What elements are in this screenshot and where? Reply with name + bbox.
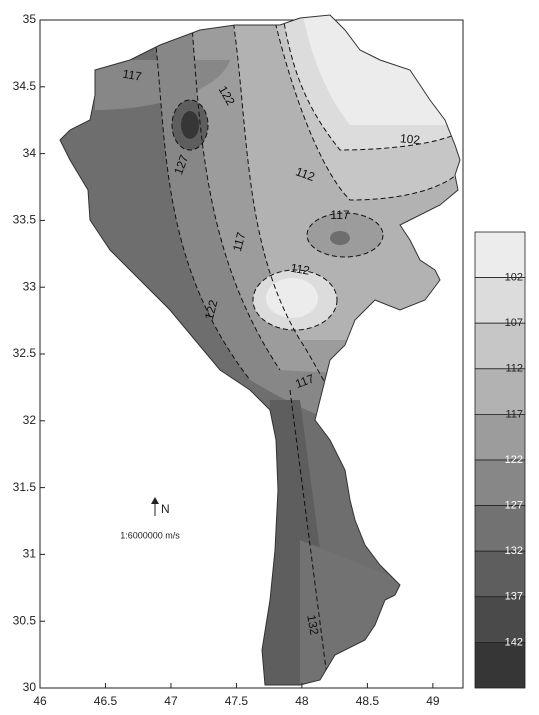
contour-label: 117 <box>293 371 316 391</box>
x-tick-label: 48.5 <box>356 694 380 708</box>
y-tick-label: 34.5 <box>13 79 37 93</box>
y-tick-label: 33.5 <box>13 213 37 227</box>
contour-label: 102 <box>399 131 420 147</box>
contour-label: 117 <box>330 208 349 222</box>
y-tick-label: 31 <box>23 547 37 561</box>
north-label: N <box>161 502 170 516</box>
legend-swatch <box>474 505 526 552</box>
x-tick-label: 46 <box>33 694 47 708</box>
y-tick-label: 30.5 <box>13 613 37 627</box>
contour-fill <box>60 15 460 685</box>
legend-swatch <box>474 459 526 506</box>
legend-label: 112 <box>505 363 523 375</box>
legend-swatch <box>474 642 526 689</box>
y-tick-label: 31.5 <box>13 480 37 494</box>
contour-label: 117 <box>230 230 249 252</box>
y-tick-label: 34 <box>23 146 37 160</box>
legend-swatch <box>474 368 526 415</box>
y-tick-label: 32.5 <box>13 346 37 360</box>
legend-swatch <box>474 231 526 278</box>
y-tick-label: 30 <box>23 680 37 694</box>
x-tick-label: 47.5 <box>225 694 249 708</box>
x-tick-label: 46.5 <box>94 694 118 708</box>
y-tick-label: 33 <box>23 279 37 293</box>
legend-swatch <box>474 413 526 461</box>
scale-label: 1:6000000 m/s <box>120 530 180 540</box>
contour-label: 112 <box>290 261 312 278</box>
legend-label: 107 <box>505 317 523 329</box>
y-tick-label: 32 <box>23 413 37 427</box>
legend-swatch <box>474 322 526 370</box>
legend-label: 137 <box>505 591 523 603</box>
x-tick-label: 48 <box>295 694 309 708</box>
legend-label: 117 <box>505 408 523 420</box>
y-tick-label: 35 <box>23 12 37 26</box>
contour-label: 122 <box>202 298 221 321</box>
legend-swatch <box>474 550 526 598</box>
legend-label: 102 <box>505 272 523 284</box>
contour-label: 127 <box>171 153 191 177</box>
legend-label: 132 <box>505 545 523 557</box>
x-tick-label: 47 <box>164 694 178 708</box>
legend-swatch <box>474 596 526 643</box>
north-arrow-head <box>151 497 159 504</box>
contour-label: 112 <box>294 164 317 184</box>
legend-label: 142 <box>505 636 523 648</box>
legend-label: 122 <box>505 454 523 466</box>
contour-label: 117 <box>122 67 144 84</box>
contour-label: 132 <box>304 614 321 636</box>
legend-swatch <box>474 277 526 324</box>
x-tick-label: 49 <box>426 694 440 708</box>
legend-label: 127 <box>505 500 523 512</box>
